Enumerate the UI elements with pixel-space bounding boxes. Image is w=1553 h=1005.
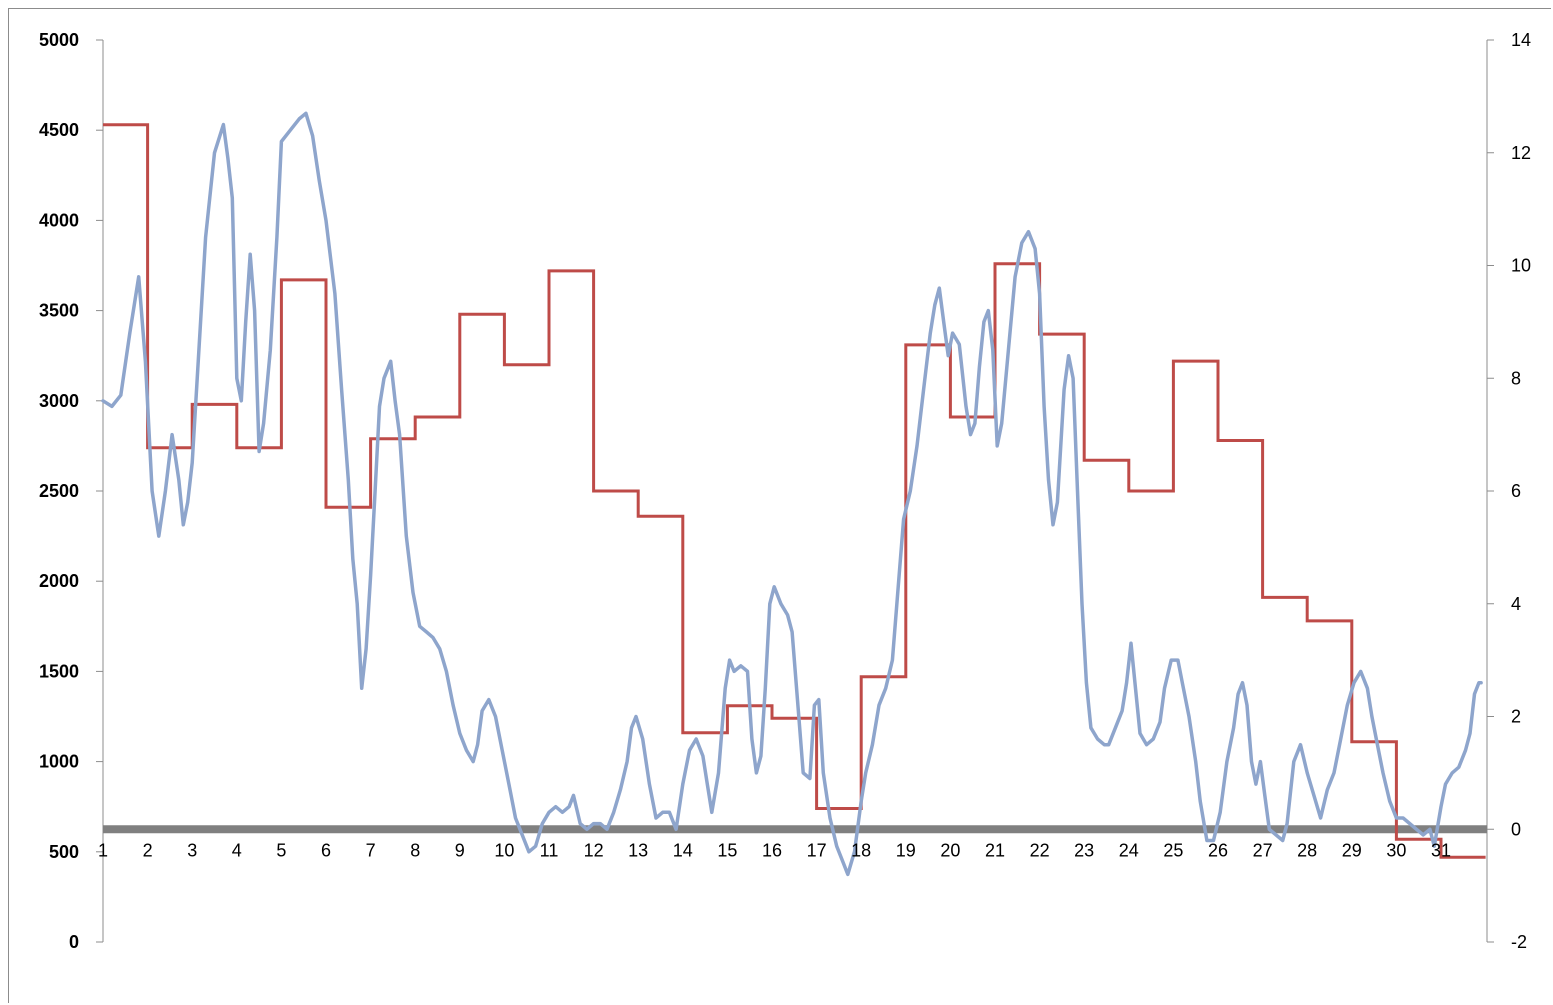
- x-tick-label: 2: [143, 840, 153, 860]
- left-tick-label: 3000: [39, 391, 79, 411]
- x-tick-label: 26: [1208, 840, 1228, 860]
- x-tick-label: 16: [762, 840, 782, 860]
- left-tick-label: 0: [69, 932, 79, 952]
- x-tick-label: 1: [98, 840, 108, 860]
- left-tick-label: 5000: [39, 30, 79, 50]
- right-tick-label: 0: [1511, 819, 1521, 839]
- right-tick-label: 4: [1511, 594, 1521, 614]
- right-tick-label: 6: [1511, 481, 1521, 501]
- x-tick-label: 15: [717, 840, 737, 860]
- x-tick-label: 13: [628, 840, 648, 860]
- left-tick-label: 4000: [39, 210, 79, 230]
- x-tick-label: 6: [321, 840, 331, 860]
- x-tick-label: 9: [455, 840, 465, 860]
- right-tick-label: -2: [1511, 932, 1527, 952]
- x-tick-label: 12: [584, 840, 604, 860]
- x-tick-label: 23: [1074, 840, 1094, 860]
- x-tick-label: 22: [1030, 840, 1050, 860]
- tick-labels: 0 500 1000 1500 2000 2500 3000 3500 4000 4500 5000…: [39, 30, 1531, 952]
- x-tick-label: 21: [985, 840, 1005, 860]
- x-tick-label: 28: [1297, 840, 1317, 860]
- left-tick-label: 1000: [39, 752, 79, 772]
- left-tick-label: 2500: [39, 481, 79, 501]
- x-tick-label: 10: [494, 840, 514, 860]
- left-tick-label: 4500: [39, 120, 79, 140]
- x-tick-label: 29: [1342, 840, 1362, 860]
- x-tick-label: 14: [673, 840, 693, 860]
- x-tick-label: 3: [187, 840, 197, 860]
- right-tick-label: 8: [1511, 368, 1521, 388]
- x-tick-label: 8: [410, 840, 420, 860]
- x-tick-label: 4: [232, 840, 242, 860]
- x-tick-label: 18: [851, 840, 871, 860]
- x-tick-label: 27: [1253, 840, 1273, 860]
- right-tick-label: 10: [1511, 256, 1531, 276]
- step-series-line: [103, 123, 1486, 859]
- left-tick-label: 2000: [39, 571, 79, 591]
- right-tick-label: 14: [1511, 30, 1531, 50]
- x-tick-label: 20: [940, 840, 960, 860]
- left-tick-label: 1500: [39, 661, 79, 681]
- left-tick-label: 3500: [39, 301, 79, 321]
- right-tick-label: 2: [1511, 707, 1521, 727]
- x-tick-label: 24: [1119, 840, 1139, 860]
- plot-area: [101, 111, 1487, 877]
- x-tick-label: 19: [896, 840, 916, 860]
- left-tick-label: 500: [49, 842, 79, 862]
- x-tick-label: 30: [1386, 840, 1406, 860]
- x-tick-label: 5: [276, 840, 286, 860]
- x-tick-label: 7: [366, 840, 376, 860]
- x-tick-label: 31: [1431, 840, 1451, 860]
- chart-frame: [8, 8, 1551, 1003]
- x-tick-label: 11: [540, 840, 559, 860]
- axes: [96, 39, 1494, 943]
- x-tick-label: 17: [807, 840, 827, 860]
- smooth-series-line: [101, 111, 1483, 877]
- right-tick-label: 12: [1511, 143, 1531, 163]
- x-tick-label: 25: [1163, 840, 1183, 860]
